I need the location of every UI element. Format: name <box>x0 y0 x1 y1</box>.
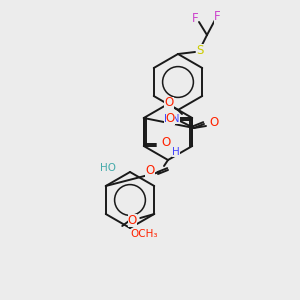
Text: S: S <box>196 44 204 56</box>
Text: O: O <box>209 116 219 130</box>
Text: O: O <box>161 136 170 148</box>
Text: H: H <box>172 147 180 157</box>
Text: OCH₃: OCH₃ <box>130 229 158 239</box>
Text: F: F <box>192 13 198 26</box>
Text: O: O <box>128 214 137 226</box>
Text: F: F <box>214 11 220 23</box>
Text: O: O <box>146 164 154 176</box>
Text: O: O <box>166 112 175 124</box>
Text: HO: HO <box>100 163 116 173</box>
Text: O: O <box>164 97 174 110</box>
Text: HN: HN <box>164 114 180 124</box>
